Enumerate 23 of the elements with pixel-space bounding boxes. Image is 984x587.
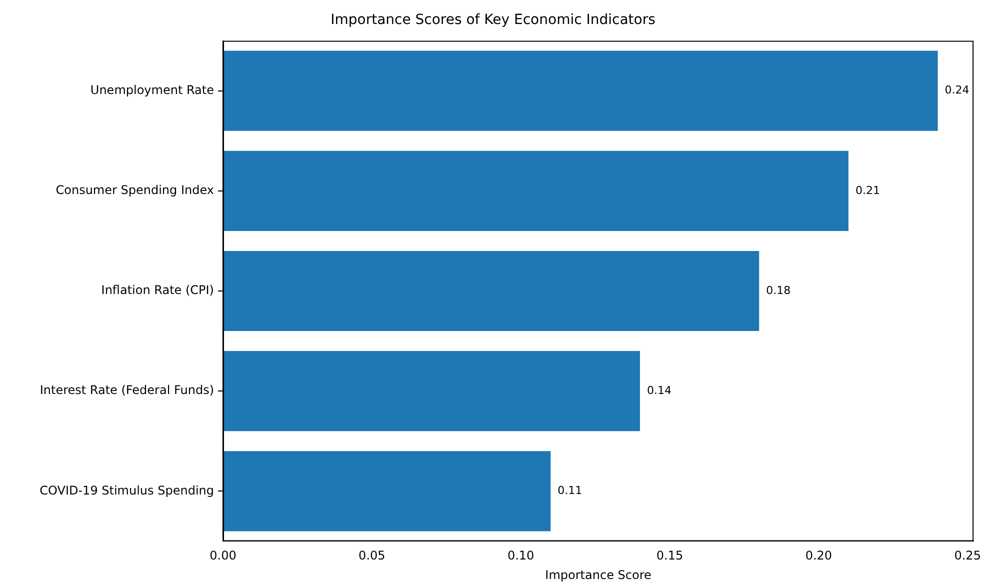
y-tick-label: Inflation Rate (CPI) [101,283,214,298]
x-tick-label: 0.20 [805,548,832,563]
x-tick-label: 0.25 [954,548,981,563]
data-label: 0.18 [766,284,791,297]
data-label: 0.14 [646,384,672,397]
x-tick-label: 0.10 [507,548,534,563]
y-tick-label: Interest Rate (Federal Funds) [40,383,214,398]
data-label: 0.11 [558,484,582,498]
x-tick-label: 0.15 [656,548,684,563]
y-tick-label: COVID-19 Stimulus Spending [40,483,214,498]
x-axis-title: Importance Score [545,568,652,582]
bar [223,150,848,231]
x-tick-label: 0.05 [358,548,386,563]
y-tick-label: Unemployment Rate [90,82,214,97]
bar [223,50,938,131]
data-label: 0.24 [944,84,970,97]
y-tick-label: Consumer Spending Index [56,183,214,198]
bar [223,351,640,432]
bar [223,451,551,532]
data-label: 0.21 [855,184,880,197]
x-tick-label: 0.00 [210,548,236,563]
bar [223,250,760,332]
chart-title: Importance Scores of Key Economic Indicators [330,12,656,28]
